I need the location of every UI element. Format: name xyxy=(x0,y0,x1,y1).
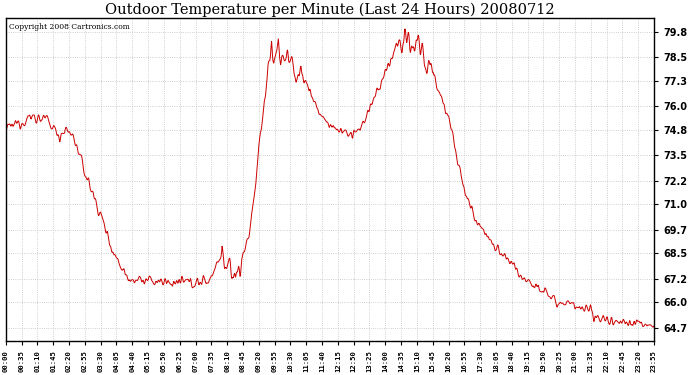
Text: Copyright 2008 Cartronics.com: Copyright 2008 Cartronics.com xyxy=(9,23,130,31)
Title: Outdoor Temperature per Minute (Last 24 Hours) 20080712: Outdoor Temperature per Minute (Last 24 … xyxy=(105,3,555,17)
